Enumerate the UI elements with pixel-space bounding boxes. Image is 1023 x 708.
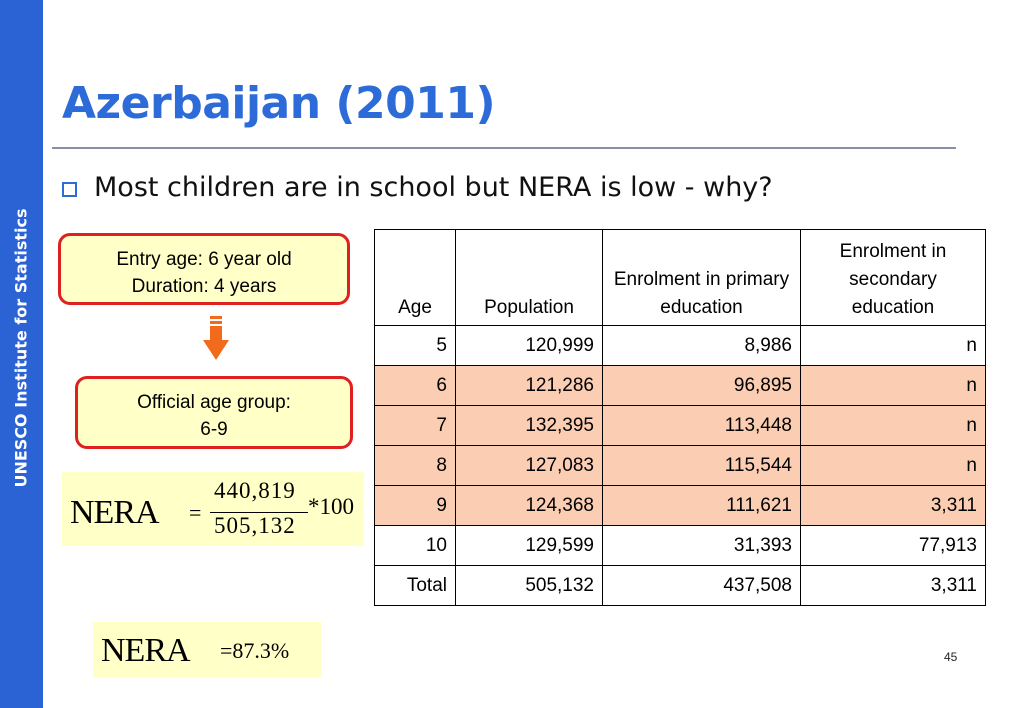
- nera-formula: NERA = 440,819 505,132 *100: [62, 472, 364, 546]
- cell-primary: 8,986: [602, 325, 801, 366]
- table-row-highlighted: 7 132,395 113,448 n: [374, 405, 986, 446]
- cell-population: 120,999: [455, 325, 603, 366]
- formula-label: NERA: [70, 494, 160, 531]
- cell-age: 8: [374, 445, 456, 486]
- fraction-bar: [210, 512, 308, 513]
- cell-primary: 113,448: [602, 405, 801, 446]
- cell-secondary: 77,913: [800, 525, 986, 566]
- cell-secondary: n: [800, 365, 986, 406]
- cell-age: 7: [374, 405, 456, 446]
- cell-age: 6: [374, 365, 456, 406]
- formula-multiplier: *100: [308, 494, 354, 519]
- entry-age-box: Entry age: 6 year old Duration: 4 years: [58, 233, 350, 305]
- result-label: NERA: [101, 632, 191, 669]
- table-row-total: Total 505,132 437,508 3,311: [374, 565, 986, 606]
- cell-secondary: 3,311: [800, 565, 986, 606]
- header-primary: Enrolment in primary education: [602, 229, 801, 326]
- square-bullet-icon: [62, 181, 77, 197]
- header-secondary: Enrolment in secondary education: [800, 229, 986, 326]
- cell-population: 132,395: [455, 405, 603, 446]
- cell-population: 505,132: [455, 565, 603, 606]
- formula-numerator: 440,819: [214, 478, 296, 503]
- cell-population: 129,599: [455, 525, 603, 566]
- cell-primary: 437,508: [602, 565, 801, 606]
- header-age: Age: [374, 229, 456, 326]
- cell-secondary: n: [800, 445, 986, 486]
- table-row-highlighted: 6 121,286 96,895 n: [374, 365, 986, 406]
- cell-population: 121,286: [455, 365, 603, 406]
- cell-population: 124,368: [455, 485, 603, 526]
- duration-text: Duration: 4 years: [131, 276, 277, 297]
- official-age-range: 6-9: [200, 419, 228, 440]
- title-divider: [52, 147, 956, 149]
- cell-secondary: n: [800, 405, 986, 446]
- header-population: Population: [455, 229, 603, 326]
- official-age-label: Official age group:: [137, 392, 291, 413]
- cell-age: 9: [374, 485, 456, 526]
- cell-primary: 31,393: [602, 525, 801, 566]
- table-header-row: Age Population Enrolment in primary educ…: [374, 229, 986, 326]
- cell-secondary: n: [800, 325, 986, 366]
- formula-denominator: 505,132: [214, 513, 296, 538]
- cell-secondary: 3,311: [800, 485, 986, 526]
- result-value: =87.3%: [220, 638, 290, 663]
- table-row-highlighted: 8 127,083 115,544 n: [374, 445, 986, 486]
- slide-title: Azerbaijan (2011): [62, 78, 496, 129]
- down-arrow-icon: [203, 316, 229, 360]
- enrolment-table: Age Population Enrolment in primary educ…: [374, 229, 986, 606]
- bullet-text: Most children are in school but NERA is …: [94, 172, 773, 203]
- cell-age: Total: [374, 565, 456, 606]
- sidebar-label: UNESCO Institute for Statistics: [11, 208, 31, 488]
- sidebar: UNESCO Institute for Statistics: [0, 0, 43, 708]
- cell-age: 5: [374, 325, 456, 366]
- cell-primary: 115,544: [602, 445, 801, 486]
- page-number: 45: [944, 650, 958, 664]
- table-row-highlighted: 9 124,368 111,621 3,311: [374, 485, 986, 526]
- bullet-point: Most children are in school but NERA is …: [62, 172, 773, 203]
- cell-age: 10: [374, 525, 456, 566]
- entry-age-text: Entry age: 6 year old: [116, 249, 292, 270]
- cell-primary: 96,895: [602, 365, 801, 406]
- nera-result: NERA =87.3%: [93, 622, 321, 677]
- cell-population: 127,083: [455, 445, 603, 486]
- formula-equals: =: [189, 500, 202, 525]
- table-row: 5 120,999 8,986 n: [374, 325, 986, 366]
- table-row: 10 129,599 31,393 77,913: [374, 525, 986, 566]
- cell-primary: 111,621: [602, 485, 801, 526]
- official-age-group-box: Official age group: 6-9: [75, 376, 353, 449]
